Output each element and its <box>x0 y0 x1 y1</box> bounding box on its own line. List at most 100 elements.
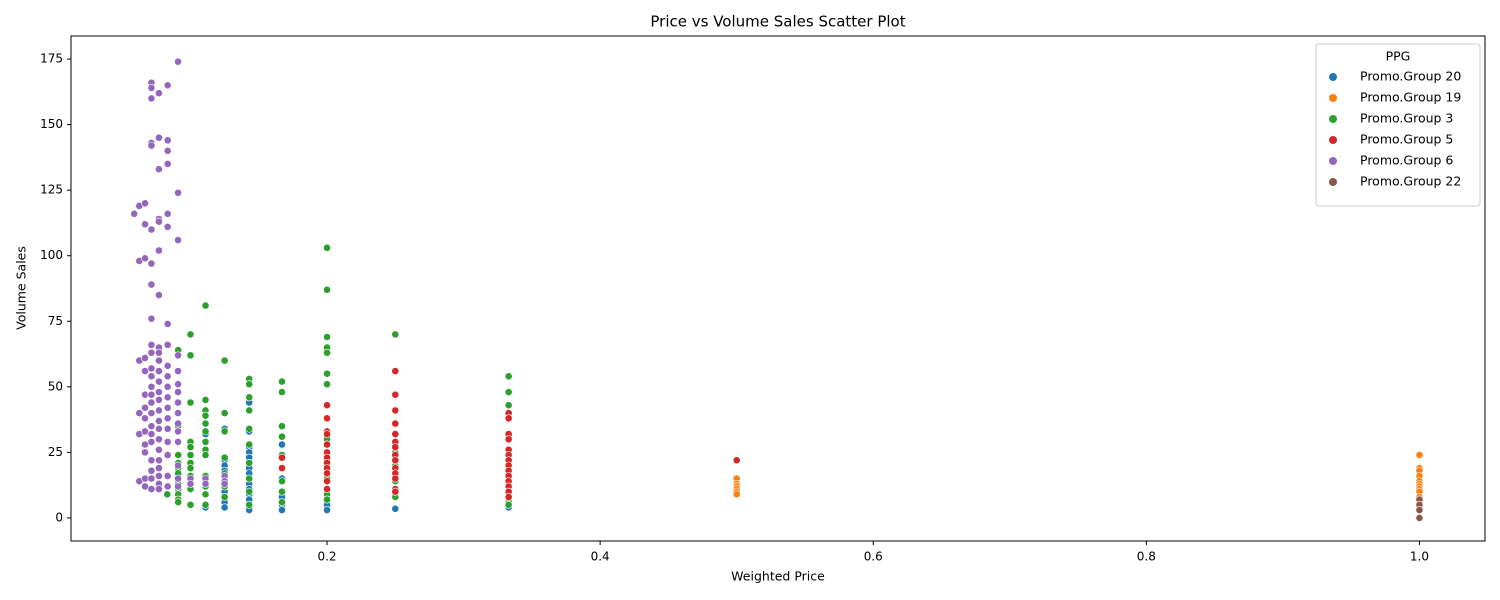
scatter-point <box>174 57 182 66</box>
scatter-point <box>155 396 163 404</box>
legend-label: Promo.Group 19 <box>1360 90 1461 105</box>
scatter-point <box>323 506 331 514</box>
scatter-point <box>163 424 172 433</box>
scatter-point <box>174 351 182 360</box>
scatter-point <box>141 414 149 423</box>
scatter-point <box>155 464 163 473</box>
scatter-point <box>245 406 254 415</box>
scatter-point <box>391 456 400 465</box>
scatter-point <box>504 372 513 381</box>
scatter-point <box>186 464 195 473</box>
x-tick-label: 0.8 <box>1137 550 1156 564</box>
scatter-point <box>323 414 331 423</box>
scatter-point <box>163 222 172 231</box>
scatter-point <box>174 367 182 375</box>
scatter-point <box>245 393 254 402</box>
y-tick-label: 0 <box>55 510 63 524</box>
scatter-point <box>163 160 172 168</box>
legend-label: Promo.Group 20 <box>1360 69 1461 84</box>
y-tick-label: 150 <box>40 117 63 131</box>
scatter-point <box>1415 451 1424 459</box>
scatter-point <box>174 388 182 396</box>
scatter-point <box>186 398 195 407</box>
scatter-point <box>155 406 163 415</box>
scatter-point <box>220 479 229 488</box>
scatter-point <box>174 427 182 436</box>
x-axis-label: Weighted Price <box>731 569 825 584</box>
scatter-point <box>155 456 163 465</box>
scatter-point <box>174 398 182 407</box>
scatter-point <box>504 414 513 423</box>
y-tick-label: 100 <box>40 248 63 262</box>
legend-label: Promo.Group 5 <box>1360 132 1453 147</box>
scatter-point <box>174 498 183 507</box>
scatter-point <box>245 424 254 433</box>
scatter-point <box>155 377 163 386</box>
scatter-point <box>147 225 156 234</box>
scatter-point <box>163 382 172 391</box>
scatter-point <box>163 81 172 90</box>
scatter-point <box>174 380 182 389</box>
scatter-point <box>147 280 156 289</box>
scatter-point <box>323 243 331 252</box>
scatter-point <box>323 430 331 438</box>
scatter-point <box>1415 506 1424 514</box>
scatter-point <box>220 453 229 462</box>
scatter-point <box>201 419 210 428</box>
scatter-point <box>245 500 254 509</box>
scatter-point <box>220 356 229 365</box>
scatter-point <box>163 146 172 155</box>
x-tick-label: 0.2 <box>317 550 336 564</box>
scatter-point <box>323 440 331 449</box>
scatter-point <box>323 348 331 357</box>
scatter-point <box>174 451 183 459</box>
scatter-point <box>201 427 210 436</box>
scatter-point <box>155 291 163 299</box>
scatter-point <box>155 445 163 454</box>
scatter-point <box>163 136 172 145</box>
scatter-point <box>220 427 229 436</box>
scatter-point <box>278 388 286 396</box>
scatter-point <box>278 477 286 486</box>
scatter-point <box>155 165 163 174</box>
scatter-point <box>391 390 400 399</box>
scatter-point <box>278 453 286 462</box>
scatter-point <box>391 330 400 339</box>
x-tick-label: 0.6 <box>864 550 883 564</box>
scatter-point <box>141 354 149 362</box>
scatter-point <box>135 409 144 417</box>
scatter-point <box>147 466 156 475</box>
y-tick-label: 25 <box>48 445 63 459</box>
scatter-point <box>391 419 400 428</box>
plot-area <box>130 57 1424 522</box>
legend: PPG Promo.Group 20 Promo.Group 19 Promo.Gro… <box>1315 43 1481 207</box>
scatter-point <box>155 348 163 357</box>
scatter-point <box>201 500 210 509</box>
scatter-point <box>323 380 331 389</box>
scatter-point <box>174 188 182 197</box>
scatter-point <box>391 487 400 496</box>
scatter-point <box>186 479 195 488</box>
scatter-point <box>155 388 163 396</box>
scatter-point <box>155 217 163 226</box>
scatter-point <box>163 451 172 459</box>
scatter-point <box>155 424 163 433</box>
scatter-point <box>278 422 286 431</box>
scatter-point <box>155 133 163 142</box>
scatter-point <box>201 490 210 499</box>
scatter-point <box>174 236 182 244</box>
scatter-point <box>147 398 156 407</box>
scatter-point <box>147 84 156 92</box>
scatter-point <box>323 333 331 341</box>
scatter-point <box>278 487 286 496</box>
scatter-point <box>130 209 139 218</box>
scatter-point <box>278 464 286 473</box>
scatter-point <box>163 437 172 446</box>
scatter-point <box>147 390 156 399</box>
scatter-point <box>732 490 741 499</box>
scatter-point <box>147 94 156 103</box>
scatter-point <box>147 437 156 446</box>
scatter-point <box>186 443 195 452</box>
scatter-point <box>163 403 172 412</box>
